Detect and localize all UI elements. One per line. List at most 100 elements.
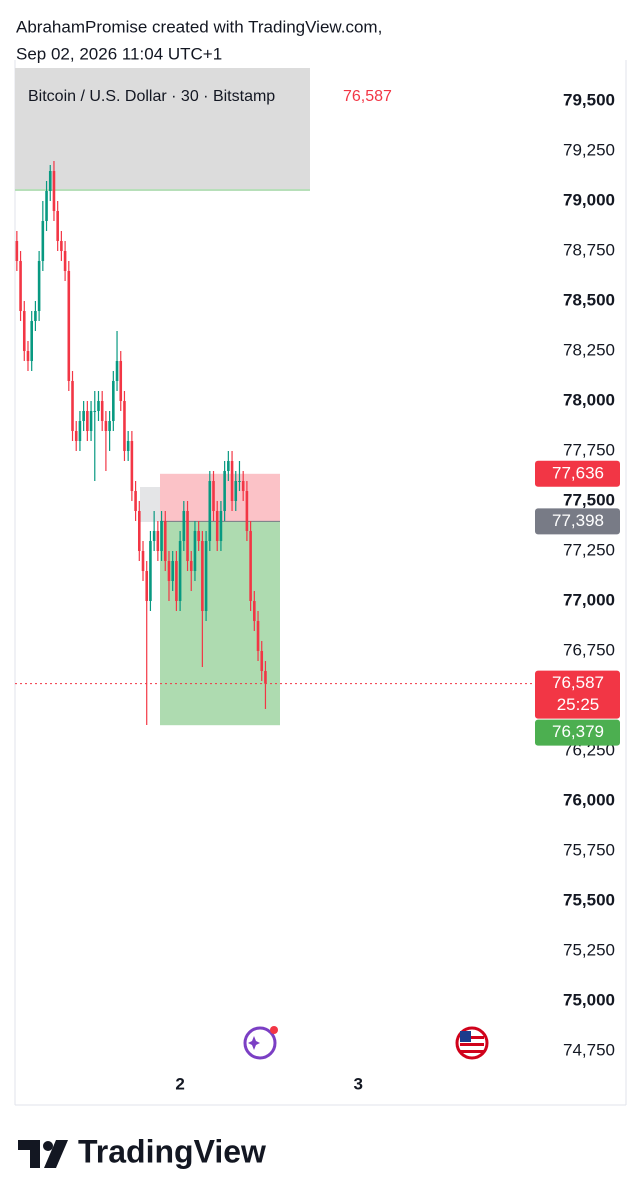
candle-body: [204, 541, 208, 611]
candle-body: [156, 531, 160, 551]
x-tick-label: 2: [175, 1074, 184, 1093]
candle-body: [141, 551, 145, 571]
candle-body: [48, 171, 52, 191]
candle-body: [197, 531, 200, 541]
candle-body: [264, 671, 267, 684]
stop-label: 77,636: [552, 463, 604, 482]
candle-body: [104, 421, 108, 431]
legend-title: Bitcoin / U.S. Dollar · 30 · Bitstamp: [28, 88, 275, 105]
candle-body: [108, 421, 111, 431]
candle-body: [89, 411, 93, 431]
candle-body: [119, 361, 123, 401]
y-tick-label: 78,250: [563, 340, 615, 359]
candle-body: [160, 521, 163, 551]
candle-body: [189, 561, 193, 571]
candle-body: [245, 491, 249, 531]
candle-body: [167, 561, 171, 581]
candle-body: [145, 571, 149, 601]
candle-body: [52, 171, 56, 211]
candle-body: [15, 241, 19, 261]
countdown: 25:25: [557, 695, 600, 714]
candle-body: [238, 481, 241, 482]
target-zone: [160, 521, 280, 726]
candle-body: [186, 511, 189, 561]
candle-body: [193, 531, 197, 571]
candle-body: [178, 541, 182, 601]
candle-body: [149, 541, 152, 601]
y-tick-label: 78,000: [563, 390, 615, 409]
candle-body: [249, 531, 252, 601]
candle-body: [253, 601, 256, 621]
candle-body: [171, 561, 174, 581]
plot: [15, 161, 535, 726]
candle-body: [212, 481, 215, 511]
target-box: [535, 719, 620, 746]
brand-logo: [18, 1140, 68, 1168]
candle-body: [56, 211, 59, 241]
y-tick-label: 74,750: [563, 1040, 615, 1059]
candle-body: [71, 381, 74, 431]
author-line: AbrahamPromise created with TradingView.…: [16, 17, 382, 36]
y-tick-label: 77,000: [563, 590, 615, 609]
brand-name: TradingView: [78, 1133, 266, 1169]
candle-body: [223, 471, 226, 511]
last-price-label: 76,587: [552, 673, 604, 692]
candle-body: [67, 271, 71, 381]
candle-body: [134, 491, 137, 511]
candle-body: [182, 511, 186, 541]
y-tick-label: 77,750: [563, 440, 615, 459]
candle-body: [78, 421, 82, 441]
y-tick-label: 77,500: [563, 490, 615, 509]
y-tick-label: 79,250: [563, 140, 615, 159]
legend-price: 76,587: [343, 88, 392, 105]
zone-box: [15, 68, 310, 190]
ai-icon[interactable]: [243, 1026, 278, 1060]
y-tick-label: 75,500: [563, 890, 615, 909]
candle-body: [219, 511, 223, 541]
candle-body: [256, 621, 260, 651]
y-tick-label: 75,750: [563, 840, 615, 859]
range-shade: [140, 487, 160, 522]
candle-body: [19, 261, 22, 311]
candle-body: [22, 311, 26, 351]
flag-icon[interactable]: [455, 1026, 489, 1060]
candle-body: [152, 531, 156, 541]
y-tick-label: 79,000: [563, 190, 615, 209]
candle-body: [45, 191, 48, 221]
candle-body: [137, 511, 141, 551]
candle-body: [30, 321, 33, 361]
x-tick-label: 3: [353, 1074, 362, 1093]
candle-body: [41, 221, 45, 261]
candle-body: [112, 381, 115, 421]
candle-body: [201, 541, 204, 611]
y-tick-label: 77,250: [563, 540, 615, 559]
stop-box: [535, 460, 620, 487]
y-tick-label: 76,750: [563, 640, 615, 659]
candle-body: [260, 651, 264, 671]
y-tick-label: 76,000: [563, 790, 615, 809]
candle-body: [74, 431, 78, 441]
candle-body: [60, 241, 63, 251]
candle-body: [215, 511, 219, 541]
y-tick-label: 78,500: [563, 290, 615, 309]
candle-body: [115, 361, 119, 381]
y-tick-label: 75,250: [563, 940, 615, 959]
last-price-box: [535, 670, 620, 719]
entry-box: [535, 508, 620, 535]
candle-body: [208, 481, 212, 541]
candle-body: [97, 401, 100, 411]
candle-body: [100, 401, 104, 421]
entry-label: 77,398: [552, 511, 604, 530]
target-label: 76,379: [552, 722, 604, 741]
y-tick-label: 75,000: [563, 990, 615, 1009]
y-tick-label: 78,750: [563, 240, 615, 259]
candle-body: [26, 351, 30, 361]
candle-body: [163, 521, 167, 561]
candle-body: [230, 461, 234, 501]
candle-body: [234, 481, 238, 501]
candle-body: [93, 411, 97, 412]
candle-body: [37, 261, 41, 311]
candle-body: [227, 461, 230, 471]
